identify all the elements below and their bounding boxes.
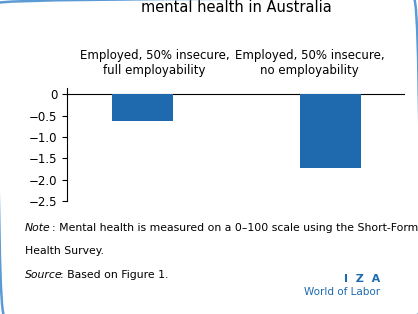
Text: Employed, 50% insecure,
no employability: Employed, 50% insecure, no employability bbox=[234, 49, 384, 77]
Text: : Based on Figure 1.: : Based on Figure 1. bbox=[60, 270, 168, 280]
Text: Health Survey.: Health Survey. bbox=[25, 246, 104, 257]
Text: World of Labor: World of Labor bbox=[304, 287, 380, 297]
Title: Effect of insecurity and unemployment on women’s
mental health in Australia: Effect of insecurity and unemployment on… bbox=[47, 0, 418, 14]
Bar bbox=[112, 94, 173, 121]
Text: Note: Note bbox=[25, 223, 51, 233]
Bar bbox=[300, 94, 361, 168]
Text: : Mental health is measured on a 0–100 scale using the Short-Form: : Mental health is measured on a 0–100 s… bbox=[52, 223, 418, 233]
Text: Source: Source bbox=[25, 270, 63, 280]
Text: I  Z  A: I Z A bbox=[344, 274, 380, 284]
Text: Employed, 50% insecure,
full employability: Employed, 50% insecure, full employabili… bbox=[80, 49, 229, 77]
